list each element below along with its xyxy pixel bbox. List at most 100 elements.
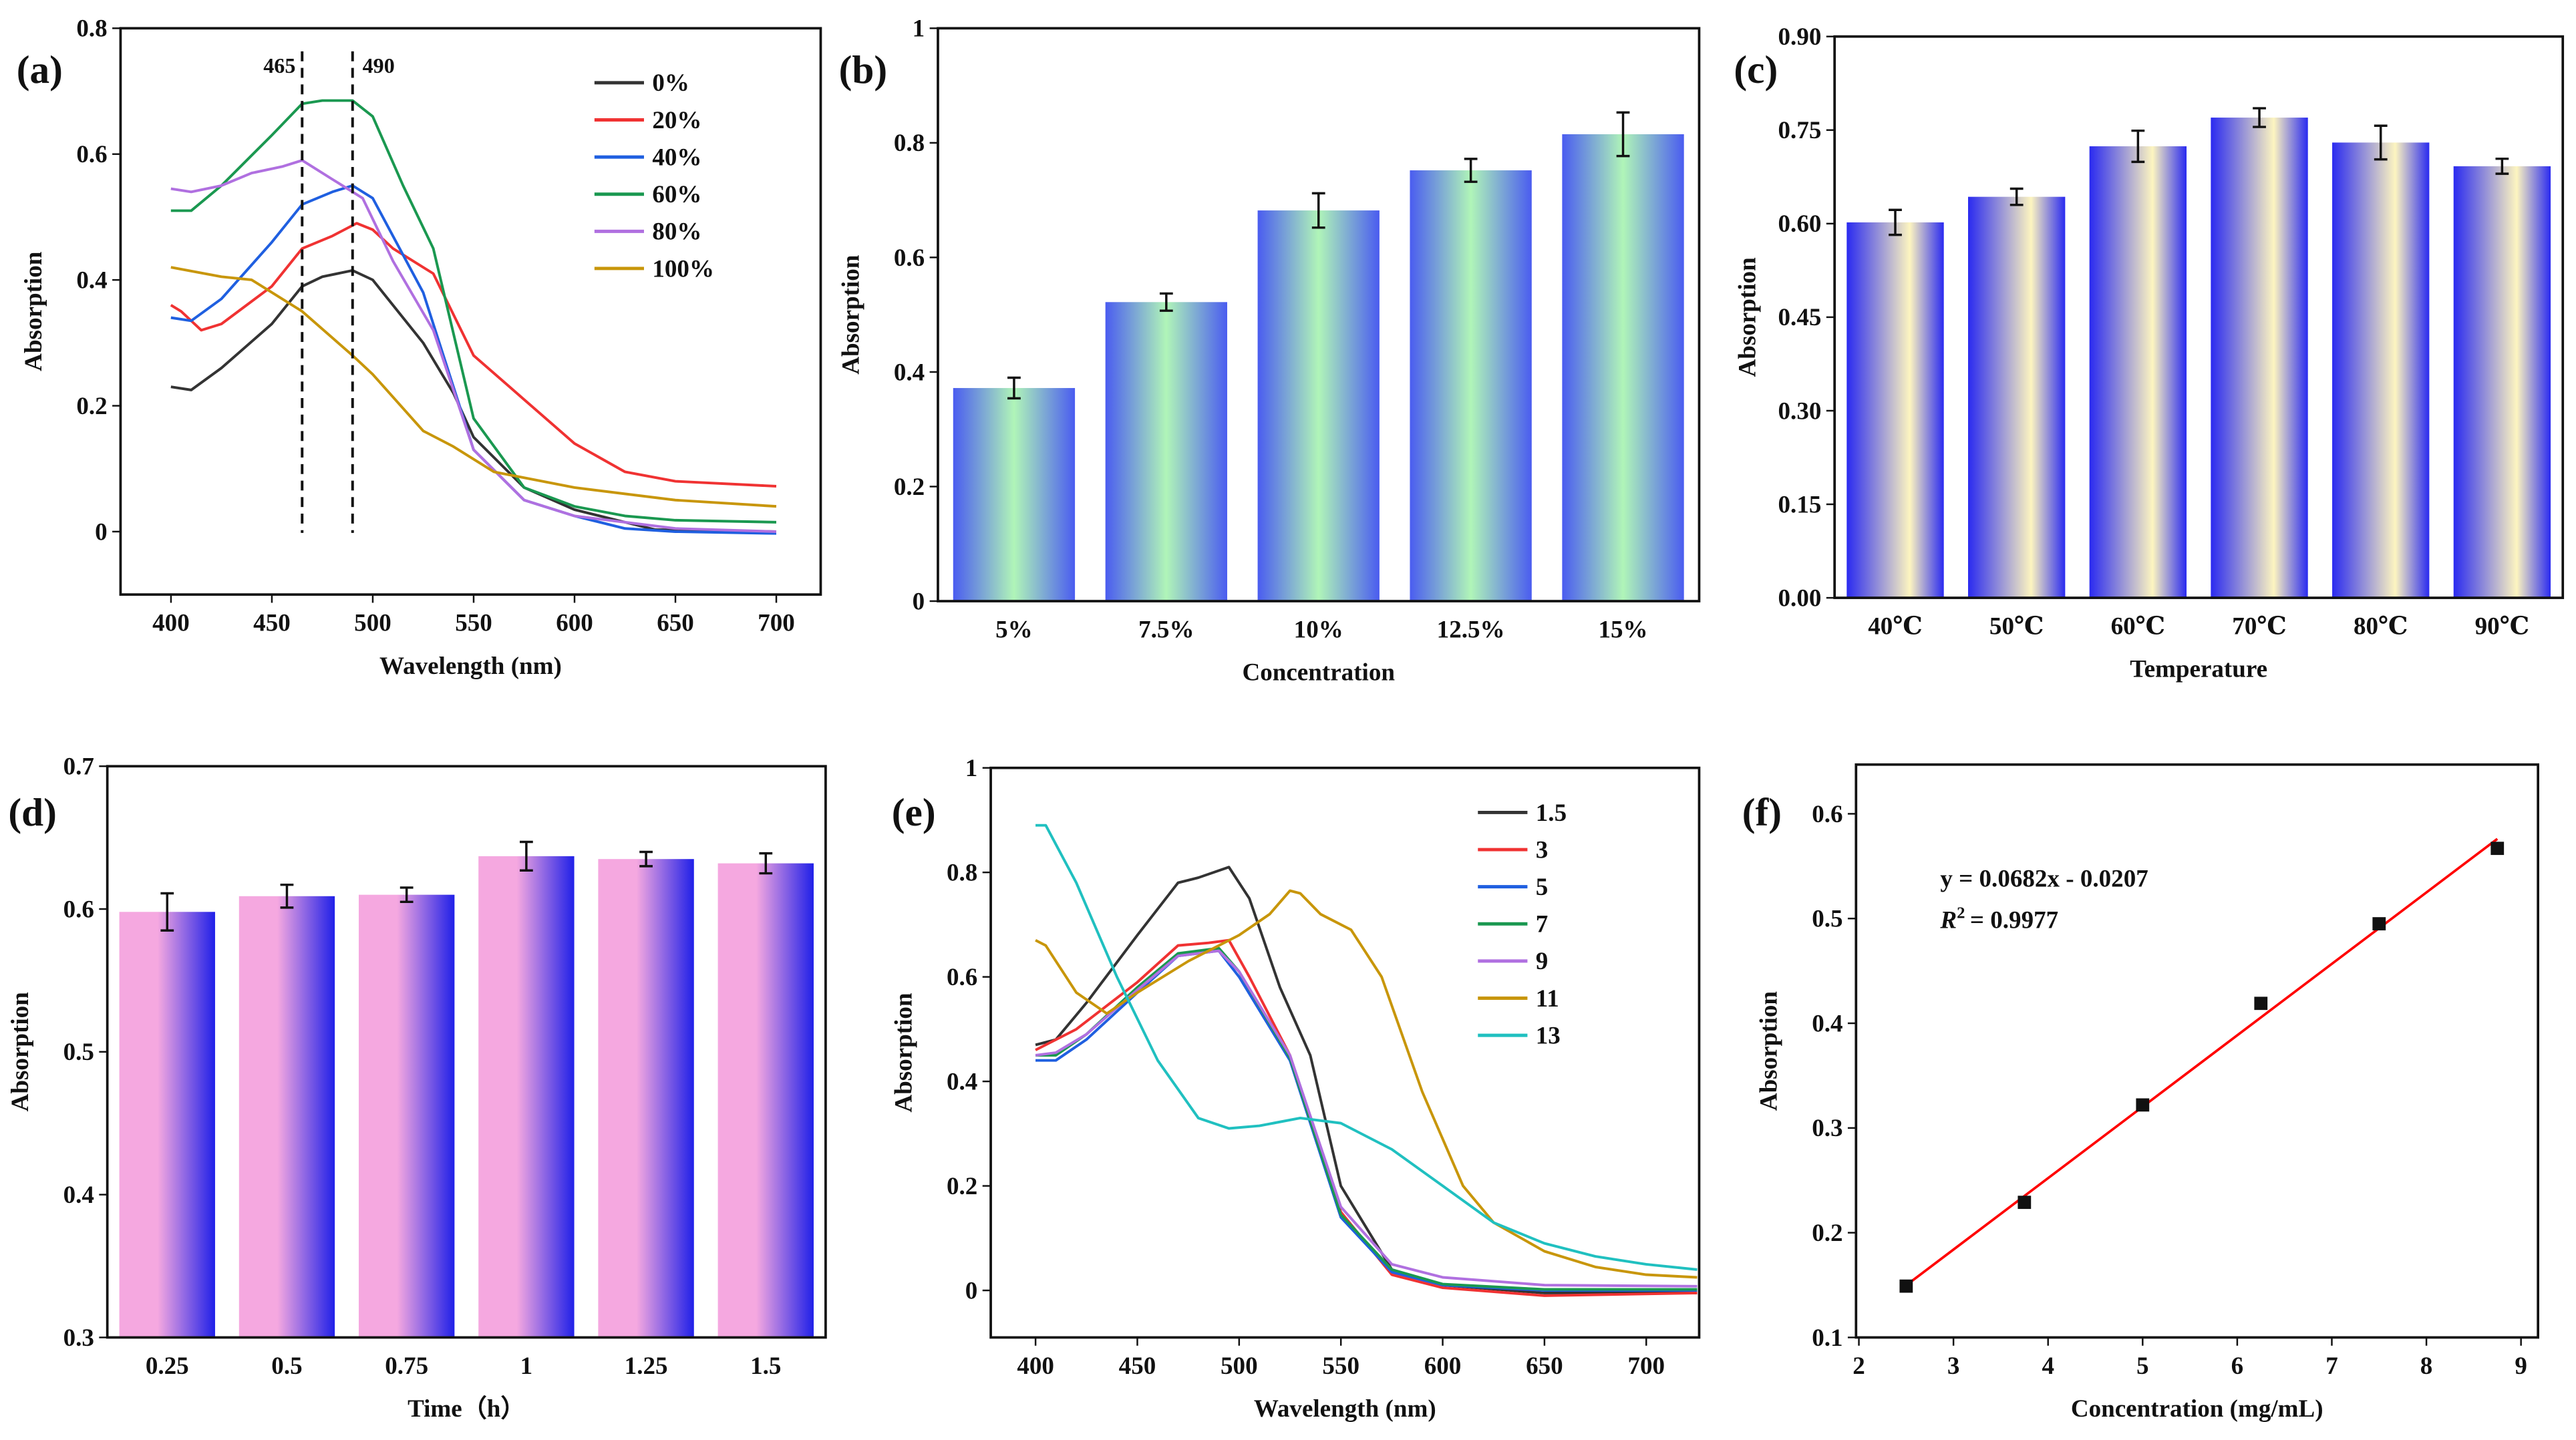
x-tick-label: 9 xyxy=(2515,1353,2527,1380)
y-tick-label: 1 xyxy=(913,15,925,43)
legend-label: 11 xyxy=(1536,985,1559,1013)
x-tick-label: 650 xyxy=(657,610,694,637)
error-bar xyxy=(2253,107,2266,128)
error-bar xyxy=(280,883,294,909)
plot-frame xyxy=(1855,763,2540,1339)
x-tick-label: 5% xyxy=(995,616,1033,643)
x-tick-label: 550 xyxy=(455,610,492,637)
error-bar xyxy=(639,850,653,868)
y-tick-label: 0.45 xyxy=(1778,304,1822,331)
x-tick-label: 400 xyxy=(1017,1353,1054,1380)
legend-label: 9 xyxy=(1536,948,1549,975)
y-tick-label: 0.4 xyxy=(63,1182,94,1209)
y-tick-label: 0.5 xyxy=(63,1039,94,1066)
plot-frame xyxy=(937,27,1701,602)
bar xyxy=(1562,134,1684,602)
x-tick-label: 7 xyxy=(2325,1353,2338,1380)
bar xyxy=(238,896,335,1338)
panel-e: 400 450 500 550 600 650 700 0 0.2 0.4 0.6 0.8 1 1.5 3 5… xyxy=(890,755,1701,1423)
bar xyxy=(1105,302,1227,602)
y-tick-label: 0.1 xyxy=(1812,1324,1842,1352)
x-tick-label: 7.5% xyxy=(1138,616,1194,643)
series-line xyxy=(1035,824,1698,1271)
y-tick-label: 0.7 xyxy=(63,753,94,781)
x-axis-label: Concentration (mg/mL) xyxy=(2071,1395,2323,1423)
annotation-label: 465 xyxy=(263,53,295,77)
plot-frame xyxy=(989,766,1701,1339)
bar xyxy=(478,856,575,1338)
panel-c: 40℃ 50℃ 60℃ 70℃ 80℃ 90℃ 0.00 0.15 0.30 0.45 0.60 0.… xyxy=(1734,23,2565,683)
x-tick-label: 2 xyxy=(1853,1353,1865,1380)
y-tick-label: 0.8 xyxy=(947,860,977,887)
panel-label: (b) xyxy=(839,47,888,92)
y-tick-label: 0.60 xyxy=(1778,210,1822,238)
x-axis-label: Time（h） xyxy=(408,1395,525,1423)
y-tick-label: 0 xyxy=(913,588,925,615)
y-tick-label: 0.6 xyxy=(894,244,925,272)
x-tick-label: 700 xyxy=(758,610,795,637)
x-tick-label: 600 xyxy=(1424,1353,1462,1380)
x-tick-label: 50℃ xyxy=(1989,612,2044,640)
panel-label: (d) xyxy=(8,790,57,834)
bar xyxy=(2089,146,2187,598)
x-tick-label: 60℃ xyxy=(2111,612,2165,640)
x-tick-label: 550 xyxy=(1322,1353,1359,1380)
data-point xyxy=(1899,1279,1913,1293)
bar xyxy=(1257,210,1380,602)
legend-label: 13 xyxy=(1536,1022,1561,1049)
x-tick-label: 400 xyxy=(152,610,190,637)
x-tick-label: 1.25 xyxy=(625,1353,668,1380)
error-bar xyxy=(2131,129,2145,164)
series-line xyxy=(1035,889,1698,1279)
y-tick-label: 0.4 xyxy=(1812,1010,1842,1037)
x-tick-label: 80℃ xyxy=(2354,612,2408,640)
fit-equation: y = 0.0682x - 0.0207 xyxy=(1940,866,2148,893)
x-tick-label: 90℃ xyxy=(2475,612,2529,640)
x-tick-label: 10% xyxy=(1294,616,1343,643)
x-tick-label: 6 xyxy=(2231,1353,2244,1380)
legend-label: 80% xyxy=(652,218,701,246)
series-line xyxy=(1035,866,1698,1294)
x-tick-label: 700 xyxy=(1627,1353,1665,1380)
x-axis-label: Wavelength (nm) xyxy=(1254,1395,1436,1423)
series-line xyxy=(1035,949,1698,1288)
data-point xyxy=(2490,842,2505,856)
y-axis-label: Absorption xyxy=(1756,991,1783,1111)
y-tick-label: 0.3 xyxy=(1812,1115,1842,1142)
y-axis-label: Absorption xyxy=(1734,257,1762,377)
x-tick-label: 3 xyxy=(1947,1353,1960,1380)
x-tick-label: 0.75 xyxy=(385,1353,428,1380)
x-tick-label: 0.5 xyxy=(271,1353,302,1380)
legend-label: 1.5 xyxy=(1536,799,1567,827)
error-bar xyxy=(1464,158,1478,183)
y-axis-label: Absorption xyxy=(890,993,917,1113)
y-tick-label: 0.30 xyxy=(1778,397,1822,425)
data-point xyxy=(2018,1196,2032,1210)
x-tick-label: 0.25 xyxy=(146,1353,189,1380)
plot-frame xyxy=(106,765,827,1339)
series-line xyxy=(1035,946,1698,1291)
bar xyxy=(598,859,694,1338)
superscript: 2 xyxy=(1957,904,1965,922)
series-line xyxy=(170,222,777,488)
x-tick-label: 40℃ xyxy=(1868,612,1922,640)
series-line xyxy=(170,99,777,524)
series-line xyxy=(170,184,777,535)
series-line xyxy=(170,266,777,508)
bar xyxy=(1846,222,1944,598)
panel-d: 0.25 0.5 0.75 1 1.25 1.5 0.3 0.4 0.5 0.6 0.7(d) Tim… xyxy=(7,753,827,1423)
legend-label: 100% xyxy=(652,255,714,283)
legend-label: 5 xyxy=(1536,874,1549,901)
x-tick-label: 8 xyxy=(2420,1353,2433,1380)
series-line xyxy=(1035,949,1698,1292)
y-tick-label: 0.75 xyxy=(1778,117,1822,144)
x-tick-label: 500 xyxy=(354,610,391,637)
y-tick-label: 0.6 xyxy=(76,141,107,168)
bar xyxy=(1968,196,2066,598)
bar xyxy=(717,863,814,1338)
x-tick-label: 500 xyxy=(1221,1353,1258,1380)
panel-label: (e) xyxy=(892,790,936,834)
y-tick-label: 0.15 xyxy=(1778,491,1822,518)
y-tick-label: 0.5 xyxy=(1812,906,1842,933)
panel-label: (a) xyxy=(17,47,63,92)
